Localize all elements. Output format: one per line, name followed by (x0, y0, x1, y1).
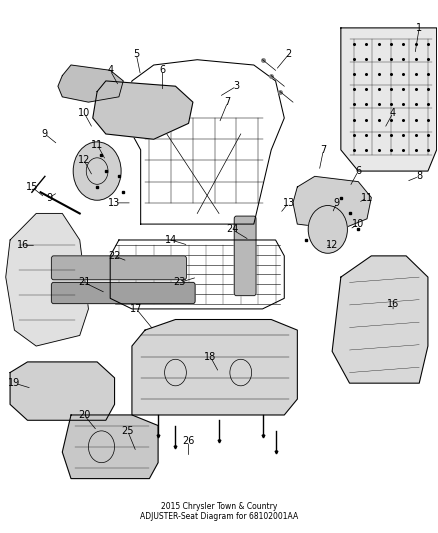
Text: 5: 5 (133, 50, 139, 59)
Text: 10: 10 (352, 219, 364, 229)
Text: 2015 Chrysler Town & Country
ADJUSTER-Seat Diagram for 68102001AA: 2015 Chrysler Town & Country ADJUSTER-Se… (140, 502, 298, 521)
Circle shape (308, 206, 347, 253)
Text: 17: 17 (130, 304, 142, 314)
Polygon shape (293, 176, 371, 229)
Text: 2: 2 (286, 50, 292, 59)
Text: 12: 12 (326, 240, 338, 251)
Text: 4: 4 (107, 66, 113, 75)
Polygon shape (341, 28, 437, 171)
Text: 24: 24 (226, 224, 238, 235)
Text: 23: 23 (173, 277, 186, 287)
Text: 26: 26 (182, 437, 195, 447)
Text: 7: 7 (320, 145, 327, 155)
Text: 10: 10 (78, 108, 90, 118)
Polygon shape (332, 256, 428, 383)
Text: 6: 6 (355, 166, 361, 176)
Text: 14: 14 (165, 235, 177, 245)
Polygon shape (93, 81, 193, 139)
Text: 12: 12 (78, 156, 90, 165)
Text: 9: 9 (333, 198, 339, 208)
Text: 3: 3 (233, 81, 240, 91)
FancyBboxPatch shape (51, 282, 195, 304)
Text: 13: 13 (283, 198, 295, 208)
Text: 11: 11 (91, 140, 103, 150)
Text: 9: 9 (42, 129, 48, 139)
Text: 7: 7 (225, 97, 231, 107)
Text: 8: 8 (416, 172, 422, 181)
Text: 9: 9 (46, 192, 52, 203)
Text: 6: 6 (159, 66, 166, 75)
Text: 1: 1 (416, 23, 422, 33)
FancyBboxPatch shape (234, 216, 256, 296)
Text: 22: 22 (108, 251, 121, 261)
Text: 25: 25 (121, 426, 134, 436)
Text: 19: 19 (8, 378, 21, 388)
Text: 4: 4 (390, 108, 396, 118)
Text: 15: 15 (26, 182, 38, 192)
Polygon shape (132, 319, 297, 415)
Polygon shape (6, 214, 88, 346)
Polygon shape (58, 65, 123, 102)
Text: 11: 11 (361, 192, 373, 203)
Text: 16: 16 (387, 298, 399, 309)
FancyBboxPatch shape (51, 256, 186, 280)
Text: 13: 13 (109, 198, 121, 208)
Text: 21: 21 (78, 277, 90, 287)
Polygon shape (10, 362, 115, 420)
Text: 18: 18 (204, 352, 216, 361)
Text: 16: 16 (17, 240, 29, 251)
Circle shape (73, 142, 121, 200)
Polygon shape (62, 415, 158, 479)
Text: 20: 20 (78, 410, 90, 420)
